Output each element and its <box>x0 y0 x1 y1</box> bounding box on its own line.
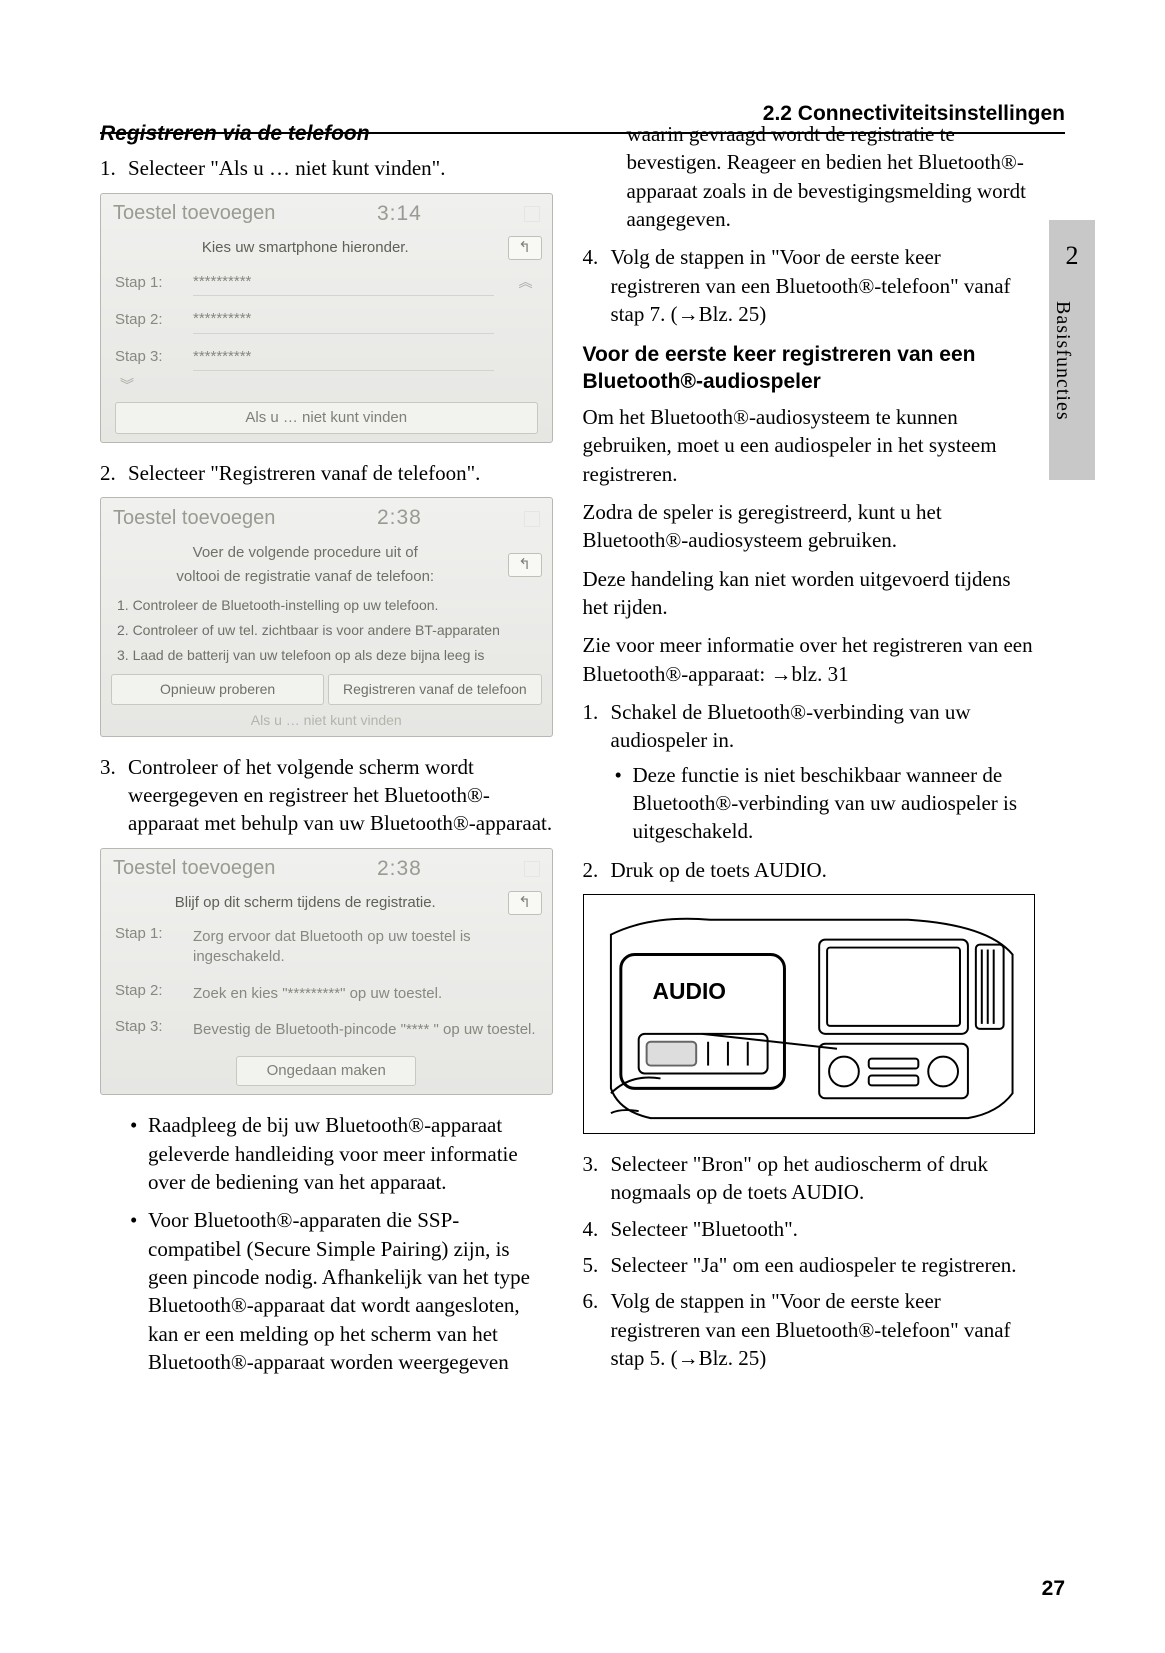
ui-title: Toestel toevoegen <box>113 505 275 532</box>
ui-screenshot-1: Toestel toevoegen 3:14 Kies uw smartphon… <box>100 193 553 443</box>
paragraph: Om het Bluetooth®-audiosysteem te kunnen… <box>583 403 1036 488</box>
right-column: waarin gevraagd wordt de registratie te … <box>583 120 1036 1386</box>
step-label: Stap 1: <box>115 273 173 293</box>
step-label: Stap 3: <box>115 1017 173 1037</box>
step-2: 2. Selecteer "Registreren vanaf de telef… <box>128 459 553 487</box>
ui-subtitle: Blijf op dit scherm tijdens de registrat… <box>111 893 500 913</box>
step-label: Stap 3: <box>115 347 173 367</box>
register-from-phone-button[interactable]: Registreren vanaf de telefoon <box>328 674 541 705</box>
ui-title: Toestel toevoegen <box>113 200 275 227</box>
continuation-text: waarin gevraagd wordt de registratie te … <box>583 120 1036 233</box>
ui-list-item: 3. Laad de batterij van uw telefoon op a… <box>101 643 552 668</box>
close-icon[interactable] <box>524 861 540 877</box>
ui-list-item: 1. Controleer de Bluetooth-instelling op… <box>101 593 552 618</box>
back-button[interactable]: ↰ <box>508 236 542 260</box>
close-icon[interactable] <box>524 511 540 527</box>
step-value: Zorg ervoor dat Bluetooth op uw toestel … <box>193 924 538 971</box>
step-value: Zoek en kies "*********" op uw toestel. <box>193 981 538 1007</box>
step-3: 3. Controleer of het volgende scherm wor… <box>128 753 553 838</box>
ui-instruction: Voer de volgende procedure uit of <box>111 541 500 565</box>
ui-time: 2:38 <box>377 504 422 532</box>
paragraph: Deze handeling kan niet worden uitgevoer… <box>583 565 1036 622</box>
bullet-item: Deze functie is niet beschikbaar wanneer… <box>633 761 1036 846</box>
step-num: 2. <box>583 856 599 884</box>
ui-list-item: 2. Controleer of uw tel. zichtbaar is vo… <box>101 618 552 643</box>
cannot-find-button[interactable]: Als u … niet kunt vinden <box>115 402 538 434</box>
step-label: Stap 2: <box>115 981 173 1001</box>
step-label: Stap 1: <box>115 924 173 944</box>
undo-button[interactable]: Ongedaan maken <box>236 1056 416 1086</box>
bullet-item: Voor Bluetooth®-apparaten die SSP-compat… <box>148 1206 553 1376</box>
page-number: 27 <box>1042 1575 1065 1603</box>
back-button[interactable]: ↰ <box>508 891 542 915</box>
ui-title: Toestel toevoegen <box>113 855 275 882</box>
paragraph: Zie voor meer informatie over het regist… <box>583 631 1036 688</box>
step-text: Volg de stappen in "Voor de eerste keer … <box>611 1289 1011 1370</box>
back-button[interactable]: ↰ <box>508 553 542 577</box>
step-r3: 3. Selecteer "Bron" op het audioscherm o… <box>611 1150 1036 1207</box>
step-num: 3. <box>583 1150 599 1178</box>
cannot-find-disabled: Als u … niet kunt vinden <box>101 707 552 730</box>
ui-screenshot-3: Toestel toevoegen 2:38 Blijf op dit sche… <box>100 848 553 1096</box>
sub-heading: Voor de eerste keer registreren van een … <box>583 342 1036 395</box>
chevron-up-icon[interactable]: ︽ <box>514 273 538 293</box>
step-4: 4. Volg de stappen in "Voor de eerste ke… <box>611 243 1036 328</box>
step-num: 5. <box>583 1251 599 1279</box>
close-icon[interactable] <box>524 206 540 222</box>
step-value: Bevestig de Bluetooth-pincode "**** " op… <box>193 1017 538 1043</box>
step-num: 3. <box>100 753 116 781</box>
step-r5: 5. Selecteer "Ja" om een audiospeler te … <box>611 1251 1036 1279</box>
step-label: Stap 2: <box>115 310 173 330</box>
bullet-item: Raadpleeg de bij uw Bluetooth®-apparaat … <box>148 1111 553 1196</box>
step-text: Schakel de Bluetooth®-verbinding van uw … <box>611 700 971 752</box>
chapter-label: Basisfuncties <box>1049 301 1076 421</box>
step-1: 1. Selecteer "Als u … niet kunt vinden". <box>128 154 553 182</box>
ui-subtitle: Kies uw smartphone hieronder. <box>111 238 500 258</box>
step-text: Druk op de toets AUDIO. <box>611 858 827 882</box>
step-text: Selecteer "Ja" om een audiospeler te reg… <box>611 1253 1017 1277</box>
step-r4: 4. Selecteer "Bluetooth". <box>611 1215 1036 1243</box>
step-num: 4. <box>583 243 599 271</box>
ui-screenshot-2: Toestel toevoegen 2:38 Voer de volgende … <box>100 497 553 736</box>
step-text: Controleer of het volgende scherm wordt … <box>128 755 552 836</box>
step-text: Selecteer "Bron" op het audioscherm of d… <box>611 1152 989 1204</box>
left-column: Registreren via de telefoon 1. Selecteer… <box>100 120 553 1386</box>
retry-button[interactable]: Opnieuw proberen <box>111 674 324 705</box>
side-tab: 2 Basisfuncties <box>1049 220 1095 480</box>
audio-label: AUDIO <box>652 978 725 1004</box>
chapter-number: 2 <box>1049 238 1095 273</box>
dashboard-illustration: AUDIO <box>583 894 1036 1134</box>
ui-instruction: voltooi de registratie vanaf de telefoon… <box>111 565 500 589</box>
step-num: 1. <box>583 698 599 726</box>
step-num: 1. <box>100 154 116 182</box>
section-title: Registreren via de telefoon <box>100 120 553 148</box>
step-text: Selecteer "Registreren vanaf de telefoon… <box>128 461 480 485</box>
step-value[interactable]: ********** <box>193 306 494 333</box>
step-text: Selecteer "Als u … niet kunt vinden". <box>128 156 446 180</box>
step-r2: 2. Druk op de toets AUDIO. <box>611 856 1036 884</box>
ui-time: 3:14 <box>377 200 422 228</box>
step-value[interactable]: ********** <box>193 269 494 296</box>
step-num: 6. <box>583 1287 599 1315</box>
step-num: 4. <box>583 1215 599 1243</box>
step-value[interactable]: ********** <box>193 344 494 371</box>
step-text: Volg de stappen in "Voor de eerste keer … <box>611 245 1011 326</box>
step-text: Selecteer "Bluetooth". <box>611 1217 798 1241</box>
paragraph: Zodra de speler is geregistreerd, kunt u… <box>583 498 1036 555</box>
chevron-down-icon[interactable]: ︾ <box>115 376 139 396</box>
step-num: 2. <box>100 459 116 487</box>
step-r6: 6. Volg de stappen in "Voor de eerste ke… <box>611 1287 1036 1372</box>
ui-time: 2:38 <box>377 855 422 883</box>
step-r1: 1. Schakel de Bluetooth®-verbinding van … <box>611 698 1036 846</box>
